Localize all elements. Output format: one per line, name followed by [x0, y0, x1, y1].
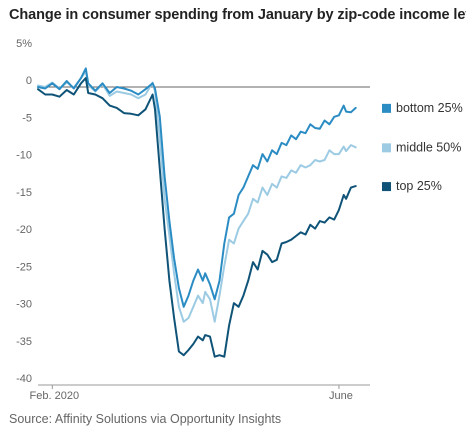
series-line-middle-50 [37, 70, 357, 323]
legend-swatch [382, 182, 391, 192]
legend-swatch [382, 143, 391, 153]
series-line-bottom-25 [37, 67, 357, 308]
series-lines [37, 67, 357, 358]
legend-label: middle 50% [396, 140, 461, 154]
legend-label: bottom 25% [396, 101, 463, 115]
y-tick-label: -10 [16, 150, 32, 162]
y-tick-label: -15 [16, 187, 32, 199]
y-tick-label: -30 [16, 299, 32, 311]
y-axis: 5% 0 -5 -10 -15 -20 -25 -30 -35 -40 [16, 38, 370, 385]
y-tick-label: -40 [16, 373, 32, 385]
series-line-top-25 [37, 77, 357, 358]
legend-swatch [382, 103, 391, 113]
x-axis: Feb. 2020 June [30, 384, 370, 402]
y-tick-label: -20 [16, 224, 32, 236]
y-tick-label: 0 [26, 75, 32, 87]
chart-source: Source: Affinity Solutions via Opportuni… [9, 412, 282, 426]
y-tick-label: -25 [16, 261, 32, 273]
x-tick-label: June [329, 390, 353, 402]
chart-title: Change in consumer spending from January… [9, 7, 466, 23]
y-tick-label: 5% [16, 38, 32, 50]
y-tick-label: -5 [22, 112, 32, 124]
legend: bottom 25% middle 50% top 25% [382, 101, 463, 193]
x-tick-label: Feb. 2020 [30, 390, 80, 402]
legend-label: top 25% [396, 179, 442, 193]
y-tick-label: -35 [16, 336, 32, 348]
